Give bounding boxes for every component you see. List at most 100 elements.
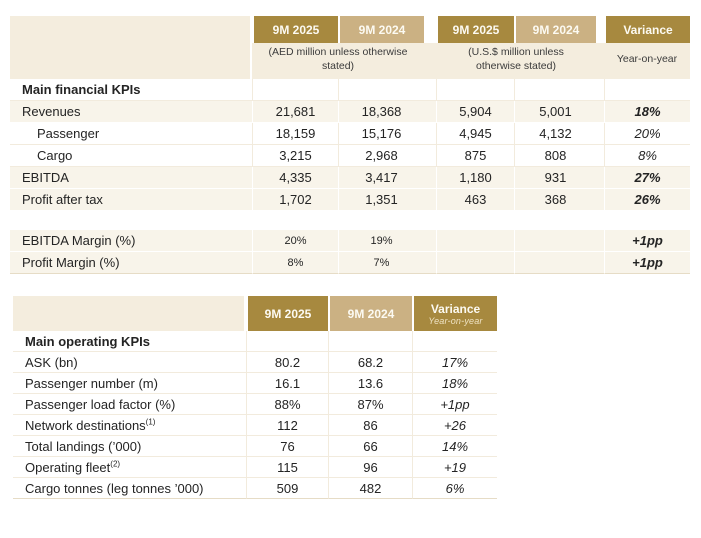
operating-header-row: 9M 2025 9M 2024 Variance Year-on-year: [13, 296, 497, 332]
value-cell: 1,180: [436, 167, 514, 190]
financial-row-ebitda: EBITDA 4,335 3,417 1,180 931 27%: [10, 167, 690, 190]
operating-kpis-table: 9M 2025 9M 2024 Variance Year-on-year Ma…: [13, 296, 497, 500]
row-label: Passenger number (m): [13, 373, 246, 395]
financial-row-spacer: [10, 211, 690, 231]
value-cell: [252, 79, 338, 102]
column-gap: [596, 123, 604, 146]
value-cell: 808: [514, 145, 596, 168]
row-label: Passenger load factor (%): [13, 394, 246, 416]
value-cell: 5,904: [436, 101, 514, 124]
value-cell: 66: [328, 436, 412, 458]
operating-row-passenger-load-factor: Passenger load factor (%) 88% 87% +1pp: [13, 394, 497, 416]
period-header-9m-2024: 9M 2024: [328, 296, 412, 332]
row-label: Revenues: [10, 101, 252, 124]
variance-value: +1pp: [604, 252, 690, 275]
row-label: Profit after tax: [10, 189, 252, 212]
period-header-aed-9m-2025: 9M 2025: [252, 16, 338, 43]
value-cell: 4,132: [514, 123, 596, 146]
value-cell: 368: [514, 189, 596, 212]
period-header-usd-9m-2025: 9M 2025: [436, 16, 514, 43]
value-cell: 3,215: [252, 145, 338, 168]
value-cell: 20%: [252, 230, 338, 253]
variance-value: 27%: [604, 167, 690, 190]
value-cell: 87%: [328, 394, 412, 416]
financial-row-profit-after-tax: Profit after tax 1,702 1,351 463 368 26%: [10, 189, 690, 212]
row-label: Passenger: [10, 123, 252, 146]
value-cell: 482: [328, 478, 412, 500]
row-label: Network destinations(1): [13, 415, 246, 437]
variance-value: [412, 331, 497, 353]
variance-value: 8%: [604, 145, 690, 168]
financial-row-revenues: Revenues 21,681 18,368 5,904 5,001 18%: [10, 101, 690, 124]
operating-row-passenger-number-m: Passenger number (m) 16.1 13.6 18%: [13, 373, 497, 395]
value-cell: 463: [436, 189, 514, 212]
column-gap: [596, 230, 604, 253]
row-label: EBITDA: [10, 167, 252, 190]
footnote-marker: (2): [110, 459, 121, 469]
period-header-aed-9m-2024: 9M 2024: [338, 16, 424, 43]
value-cell: 1,702: [252, 189, 338, 212]
variance-value: 26%: [604, 189, 690, 212]
value-cell: [246, 331, 328, 353]
value-cell: 18,368: [338, 101, 424, 124]
column-gap: [596, 189, 604, 212]
variance-value: 14%: [412, 436, 497, 458]
value-cell: [338, 79, 424, 102]
value-cell: 8%: [252, 252, 338, 275]
value-cell: 4,335: [252, 167, 338, 190]
period-header-9m-2025: 9M 2025: [246, 296, 328, 332]
variance-value: +26: [412, 415, 497, 437]
variance-value: 6%: [412, 478, 497, 500]
value-cell: 1,351: [338, 189, 424, 212]
financial-row-ebitda-margin: EBITDA Margin (%) 20% 19% +1pp: [10, 230, 690, 253]
operating-row-main-operating-kpis: Main operating KPIs: [13, 331, 497, 353]
operating-row-network-destinations: Network destinations(1) 112 86 +26: [13, 415, 497, 437]
row-label: Main operating KPIs: [13, 331, 246, 353]
financial-row-profit-margin: Profit Margin (%) 8% 7% +1pp: [10, 252, 690, 275]
column-gap: [424, 167, 436, 190]
currency-note-aed: (AED million unless otherwise stated): [252, 43, 424, 80]
variance-value: +1pp: [412, 394, 497, 416]
variance-value: 18%: [604, 101, 690, 124]
value-cell: 86: [328, 415, 412, 437]
value-cell: 5,001: [514, 101, 596, 124]
spacer-cell: [10, 211, 690, 231]
operating-row-cargo-tonnes-leg-tonnes-000: Cargo tonnes (leg tonnes ’000) 509 482 6%: [13, 478, 497, 500]
value-cell: 115: [246, 457, 328, 479]
column-gap: [596, 252, 604, 275]
variance-header-subnote: Year-on-year: [428, 315, 483, 326]
row-label: ASK (bn): [13, 352, 246, 374]
value-cell: [436, 79, 514, 102]
period-header-usd-9m-2024: 9M 2024: [514, 16, 596, 43]
column-gap: [424, 189, 436, 212]
value-cell: 875: [436, 145, 514, 168]
row-label: Operating fleet(2): [13, 457, 246, 479]
column-gap: [424, 79, 436, 102]
financial-row-passenger: Passenger 18,159 15,176 4,945 4,132 20%: [10, 123, 690, 146]
value-cell: 21,681: [252, 101, 338, 124]
value-cell: 19%: [338, 230, 424, 253]
row-label: EBITDA Margin (%): [10, 230, 252, 253]
header-corner-cell: [10, 16, 252, 80]
variance-value: [604, 79, 690, 102]
column-gap: [596, 101, 604, 124]
variance-subnote: Year-on-year: [604, 43, 690, 80]
variance-header: Variance: [604, 16, 690, 43]
footnote-marker: (1): [145, 417, 156, 427]
value-cell: 3,417: [338, 167, 424, 190]
value-cell: [436, 252, 514, 275]
header-gap: [424, 16, 436, 43]
value-cell: 7%: [338, 252, 424, 275]
column-gap: [424, 101, 436, 124]
row-label: Total landings (’000): [13, 436, 246, 458]
row-label: Cargo: [10, 145, 252, 168]
value-cell: 931: [514, 167, 596, 190]
value-cell: 18,159: [252, 123, 338, 146]
header-corner-cell: [13, 296, 246, 332]
variance-value: +19: [412, 457, 497, 479]
variance-value: 18%: [412, 373, 497, 395]
value-cell: [436, 230, 514, 253]
financial-subheader-row: (AED million unless otherwise stated) (U…: [10, 43, 690, 80]
financial-header-row: 9M 2025 9M 2024 9M 2025 9M 2024 Variance: [10, 16, 690, 80]
subheader-gap: [596, 43, 604, 80]
